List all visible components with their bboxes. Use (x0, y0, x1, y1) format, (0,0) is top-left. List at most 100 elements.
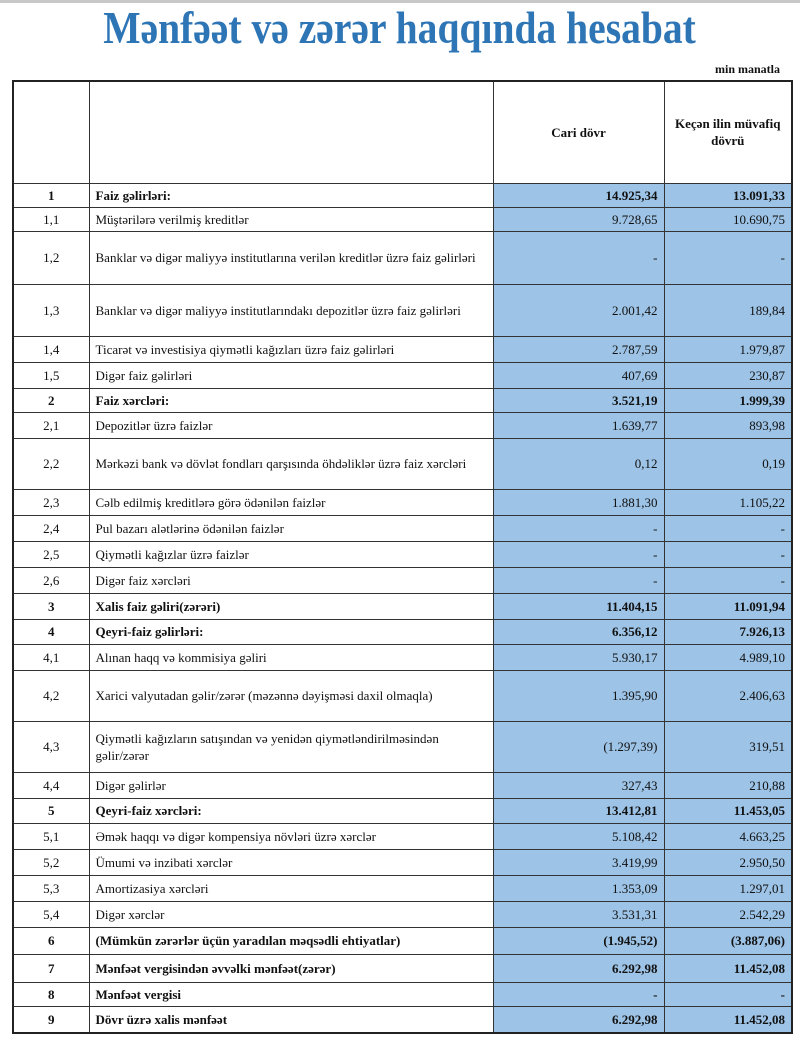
row-number: 2,2 (12, 437, 90, 490)
page-title: Mənfəət və zərər haqqında hesabat (103, 2, 697, 53)
table-row: 1,3 Banklar və digər maliyyə institutları… (12, 283, 793, 337)
table-row: 2,3 Cəlb edilmiş kreditlərə görə ödənilən… (12, 488, 793, 516)
current-period-value: 11.404,15 (492, 592, 665, 620)
row-number: 2,3 (12, 488, 90, 516)
current-period-value: - (492, 230, 665, 285)
table-row: 4,2 Xarici valyutadan gəlir/zərər (məzənn… (12, 669, 793, 722)
previous-period-value: 7.926,13 (663, 618, 793, 645)
row-number: 2,6 (12, 566, 90, 594)
row-number: 5,2 (12, 848, 90, 876)
row-number: 2,5 (12, 540, 90, 568)
row-description: Xalis faiz gəliri(zərəri) (88, 592, 494, 620)
table-row: 2,6 Digər faiz xərcləri - - (12, 566, 793, 594)
table-row: 7 Mənfəət vergisindən əvvəlki mənfəət(zər… (12, 953, 793, 983)
row-description: Digər gəlirlər (88, 771, 494, 799)
previous-period-value: 4.989,10 (663, 643, 793, 671)
row-number: 1,1 (12, 206, 90, 232)
row-description: Pul bazarı alətlərinə ödənilən faizlər (88, 514, 494, 542)
row-description: Faiz gəlirləri: (88, 182, 494, 208)
row-number: 1,3 (12, 283, 90, 337)
row-description: Ticarət və investisiya qiymətli kağızlar… (88, 335, 494, 363)
row-description: Qeyri-faiz xərcləri: (88, 797, 494, 824)
table-row: 2,2 Mərkəzi bank və dövlət fondları qarşı… (12, 437, 793, 490)
row-description: Əmək haqqı və digər kompensiya növləri ü… (88, 822, 494, 850)
table-row: 5 Qeyri-faiz xərcləri: 13.412,81 11.453,05 (12, 797, 793, 824)
current-period-value: 3.531,31 (492, 900, 665, 928)
income-statement-table: Cari dövr Keçən ilin müvafiq dövrü 1 Faiz… (12, 80, 793, 1034)
current-period-value: 14.925,34 (492, 182, 665, 208)
previous-period-value: 319,51 (663, 720, 793, 773)
previous-period-value: 0,19 (663, 437, 793, 490)
row-description: Xarici valyutadan gəlir/zərər (məzənnə d… (88, 669, 494, 722)
previous-period-value: 13.091,33 (663, 182, 793, 208)
row-number: 1,4 (12, 335, 90, 363)
row-number: 7 (12, 953, 90, 983)
table-row: 5,3 Amortizasiya xərcləri 1.353,09 1.297,01 (12, 874, 793, 902)
row-description: Dövr üzrə xalis mənfəət (88, 1005, 494, 1034)
previous-period-value: 2.542,29 (663, 900, 793, 928)
current-period-value: 1.395,90 (492, 669, 665, 722)
row-number: 5 (12, 797, 90, 824)
table-row: 2 Faiz xərcləri: 3.521,19 1.999,39 (12, 387, 793, 413)
current-period-value: - (492, 540, 665, 568)
previous-period-value: - (663, 514, 793, 542)
table-row: 5,4 Digər xərclər 3.531,31 2.542,29 (12, 900, 793, 928)
row-number: 8 (12, 981, 90, 1007)
table-row: 6 (Mümkün zərərlər üçün yaradılan məqsədl… (12, 926, 793, 955)
previous-period-value: 11.453,05 (663, 797, 793, 824)
previous-period-value: - (663, 566, 793, 594)
row-description: (Mümkün zərərlər üçün yaradılan məqsədli… (88, 926, 494, 955)
previous-period-value: 11.452,08 (663, 1005, 793, 1034)
table-row: 4 Qeyri-faiz gəlirləri: 6.356,12 7.926,13 (12, 618, 793, 645)
table-row: 8 Mənfəət vergisi - - (12, 981, 793, 1007)
table-row: 4,4 Digər gəlirlər 327,43 210,88 (12, 771, 793, 799)
row-description: Amortizasiya xərcləri (88, 874, 494, 902)
current-period-value: 1.881,30 (492, 488, 665, 516)
row-number: 2 (12, 387, 90, 413)
current-period-value: 9.728,65 (492, 206, 665, 232)
current-period-value: 0,12 (492, 437, 665, 490)
row-number: 4,2 (12, 669, 90, 722)
current-period-value: (1.945,52) (492, 926, 665, 955)
previous-period-value: 1.979,87 (663, 335, 793, 363)
row-description: Ümumi və inzibati xərclər (88, 848, 494, 876)
current-period-value: 1.639,77 (492, 411, 665, 439)
row-description: Alınan haqq və kommisiya gəliri (88, 643, 494, 671)
row-description: Depozitlər üzrə faizlər (88, 411, 494, 439)
row-description: Digər xərclər (88, 900, 494, 928)
row-description: Mənfəət vergisi (88, 981, 494, 1007)
current-period-value: 2.001,42 (492, 283, 665, 337)
row-description: Cəlb edilmiş kreditlərə görə ödənilən fa… (88, 488, 494, 516)
previous-period-value: 1.105,22 (663, 488, 793, 516)
row-description: Mərkəzi bank və dövlət fondları qarşısın… (88, 437, 494, 490)
table-row: 3 Xalis faiz gəliri(zərəri) 11.404,15 11.09… (12, 592, 793, 620)
previous-period-value: - (663, 981, 793, 1007)
current-period-value: 5.930,17 (492, 643, 665, 671)
row-number: 5,4 (12, 900, 90, 928)
previous-period-value: 11.452,08 (663, 953, 793, 983)
current-period-value: 1.353,09 (492, 874, 665, 902)
table-header: Cari dövr Keçən ilin müvafiq dövrü (12, 80, 793, 184)
previous-period-value: 4.663,25 (663, 822, 793, 850)
table-row: 5,1 Əmək haqqı və digər kompensiya növlər… (12, 822, 793, 850)
row-number: 1 (12, 182, 90, 208)
current-period-value: 327,43 (492, 771, 665, 799)
previous-period-value: (3.887,06) (663, 926, 793, 955)
current-period-value: - (492, 514, 665, 542)
row-description: Digər faiz gəlirləri (88, 361, 494, 389)
header-desc (88, 80, 494, 184)
current-period-value: 6.356,12 (492, 618, 665, 645)
row-description: Digər faiz xərcləri (88, 566, 494, 594)
table-row: 1,2 Banklar və digər maliyyə institutları… (12, 230, 793, 285)
table-row: 1,4 Ticarət və investisiya qiymətli kağız… (12, 335, 793, 363)
previous-period-value: 10.690,75 (663, 206, 793, 232)
table-row: 5,2 Ümumi və inzibati xərclər 3.419,99 2.95… (12, 848, 793, 876)
current-period-value: - (492, 566, 665, 594)
row-number: 1,2 (12, 230, 90, 285)
row-number: 5,1 (12, 822, 90, 850)
header-previous: Keçən ilin müvafiq dövrü (663, 80, 793, 184)
current-period-value: - (492, 981, 665, 1007)
current-period-value: (1.297,39) (492, 720, 665, 773)
table-row: 1,5 Digər faiz gəlirləri 407,69 230,87 (12, 361, 793, 389)
table-row: 4,1 Alınan haqq və kommisiya gəliri 5.930,… (12, 643, 793, 671)
